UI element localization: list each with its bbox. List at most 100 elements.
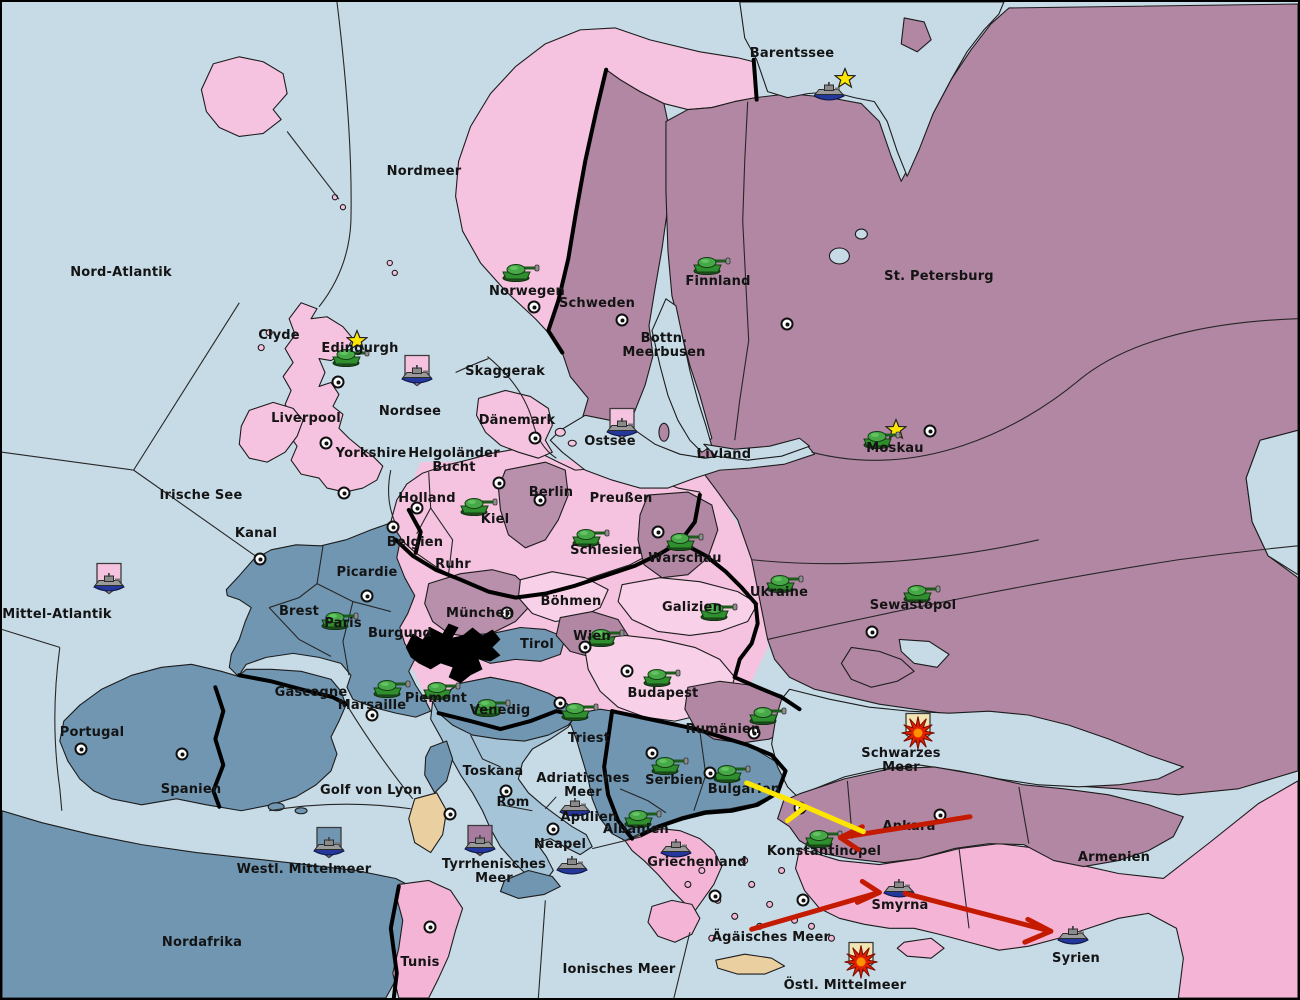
region-island — [200, 56, 288, 138]
fleet-unit[interactable] — [1055, 926, 1091, 950]
province-label: Ionisches Meer — [562, 962, 676, 977]
region-tunis — [392, 879, 464, 998]
army-unit[interactable] — [372, 676, 412, 702]
province-label: Adriatisches Meer — [536, 771, 630, 800]
fleet-unit[interactable] — [557, 798, 593, 822]
province-label: Venedig — [469, 703, 531, 718]
province-label: Konstantinopel — [766, 844, 882, 859]
province-label: Albanien — [603, 822, 669, 837]
supply-center-dot — [500, 606, 514, 620]
province-label: Bulgarien — [707, 782, 781, 797]
army-unit[interactable] — [748, 703, 788, 729]
region-kreta — [715, 953, 786, 975]
build-star — [833, 66, 857, 93]
fleet-unit[interactable] — [462, 835, 498, 859]
army-unit[interactable] — [712, 761, 752, 787]
supply-center-dot — [708, 889, 722, 903]
army-unit[interactable] — [692, 253, 732, 279]
province-label: St. Petersburg — [884, 269, 994, 284]
province-label: Triest — [567, 731, 611, 746]
province-label: Tunis — [400, 955, 440, 970]
province-label: Ruhr — [435, 557, 471, 572]
army-unit[interactable] — [560, 699, 600, 725]
supply-center-dot — [527, 300, 541, 314]
supply-center-dot — [492, 476, 506, 490]
supply-center-dot — [651, 525, 665, 539]
province-label: Apulien — [560, 810, 618, 825]
army-unit[interactable] — [623, 806, 663, 832]
supply-center-dot — [528, 431, 542, 445]
province-label: Neapel — [533, 837, 587, 852]
province-label: Kanal — [234, 526, 278, 541]
fleet-unit[interactable] — [658, 839, 694, 863]
province-label: Burgund — [367, 626, 433, 641]
region-irland — [238, 401, 304, 463]
province-label: Spanien — [160, 782, 222, 797]
army-unit[interactable] — [650, 753, 690, 779]
fleet-unit[interactable] — [811, 82, 847, 106]
army-unit[interactable] — [472, 695, 512, 721]
army-unit[interactable] — [571, 525, 611, 551]
province-label: Irische See — [159, 488, 243, 503]
province-label: Tyrrhenisches Meer — [441, 857, 547, 886]
supply-center-dot — [546, 822, 560, 836]
province-label: Dänemark — [478, 413, 556, 428]
fleet-unit[interactable] — [554, 856, 590, 880]
province-label: Griechenland — [647, 855, 747, 870]
army-unit[interactable] — [642, 665, 682, 691]
supply-center-dot — [780, 317, 794, 331]
army-unit[interactable] — [320, 608, 360, 634]
army-unit[interactable] — [862, 427, 902, 453]
army-unit[interactable] — [902, 581, 942, 607]
province-label: Schwarzes Meer — [861, 746, 941, 775]
province-label: Nordafrika — [161, 935, 243, 950]
region-spanien — [59, 663, 347, 812]
region-schweiz-impassable — [405, 623, 501, 684]
army-unit[interactable] — [422, 678, 462, 704]
fleet-unit[interactable] — [91, 573, 127, 597]
province-label: Armenien — [1077, 850, 1151, 865]
province-label: Kiel — [480, 512, 510, 527]
region-korsika — [424, 740, 454, 794]
supply-center-dot — [793, 801, 807, 815]
province-label: Belgien — [386, 535, 444, 550]
province-label: Wien — [573, 629, 611, 644]
army-unit[interactable] — [699, 599, 739, 625]
province-label: Mittel-Atlantik — [2, 607, 112, 622]
province-label: Brest — [278, 604, 320, 619]
province-label: Livland — [696, 447, 752, 462]
supply-center-dot — [423, 920, 437, 934]
province-label: Edingurgh — [321, 341, 399, 356]
province-label: Böhmen — [540, 594, 602, 609]
region-sardinien — [408, 792, 448, 854]
supply-center-dot — [319, 436, 333, 450]
province-label: Barentssee — [749, 46, 835, 61]
province-label: Finnland — [685, 274, 751, 289]
supply-center-dot — [645, 746, 659, 760]
anatolia-regions[interactable] — [715, 766, 1298, 998]
army-unit[interactable] — [765, 571, 805, 597]
fleet-unit[interactable] — [604, 418, 640, 442]
army-unit[interactable] — [501, 260, 541, 286]
army-unit[interactable] — [459, 494, 499, 520]
province-label: Picardie — [336, 565, 398, 580]
fleet-unit[interactable] — [399, 365, 435, 389]
province-label: Smyrna — [871, 898, 929, 913]
build-star — [345, 328, 369, 355]
province-label: Sewastopol — [869, 598, 957, 613]
province-label: Portugal — [59, 725, 125, 740]
destroyed-unit-marker — [844, 945, 878, 983]
province-label: Ankara — [882, 819, 936, 834]
army-unit[interactable] — [665, 529, 705, 555]
army-unit[interactable] — [586, 625, 626, 651]
province-label: Rom — [496, 795, 530, 810]
region-sizilien — [499, 869, 561, 899]
supply-center-dot — [337, 486, 351, 500]
supply-center-dot — [865, 625, 879, 639]
national-borders — [211, 57, 802, 998]
supply-center-dot — [253, 552, 267, 566]
army-unit[interactable] — [331, 345, 371, 371]
fleet-unit[interactable] — [311, 837, 347, 861]
